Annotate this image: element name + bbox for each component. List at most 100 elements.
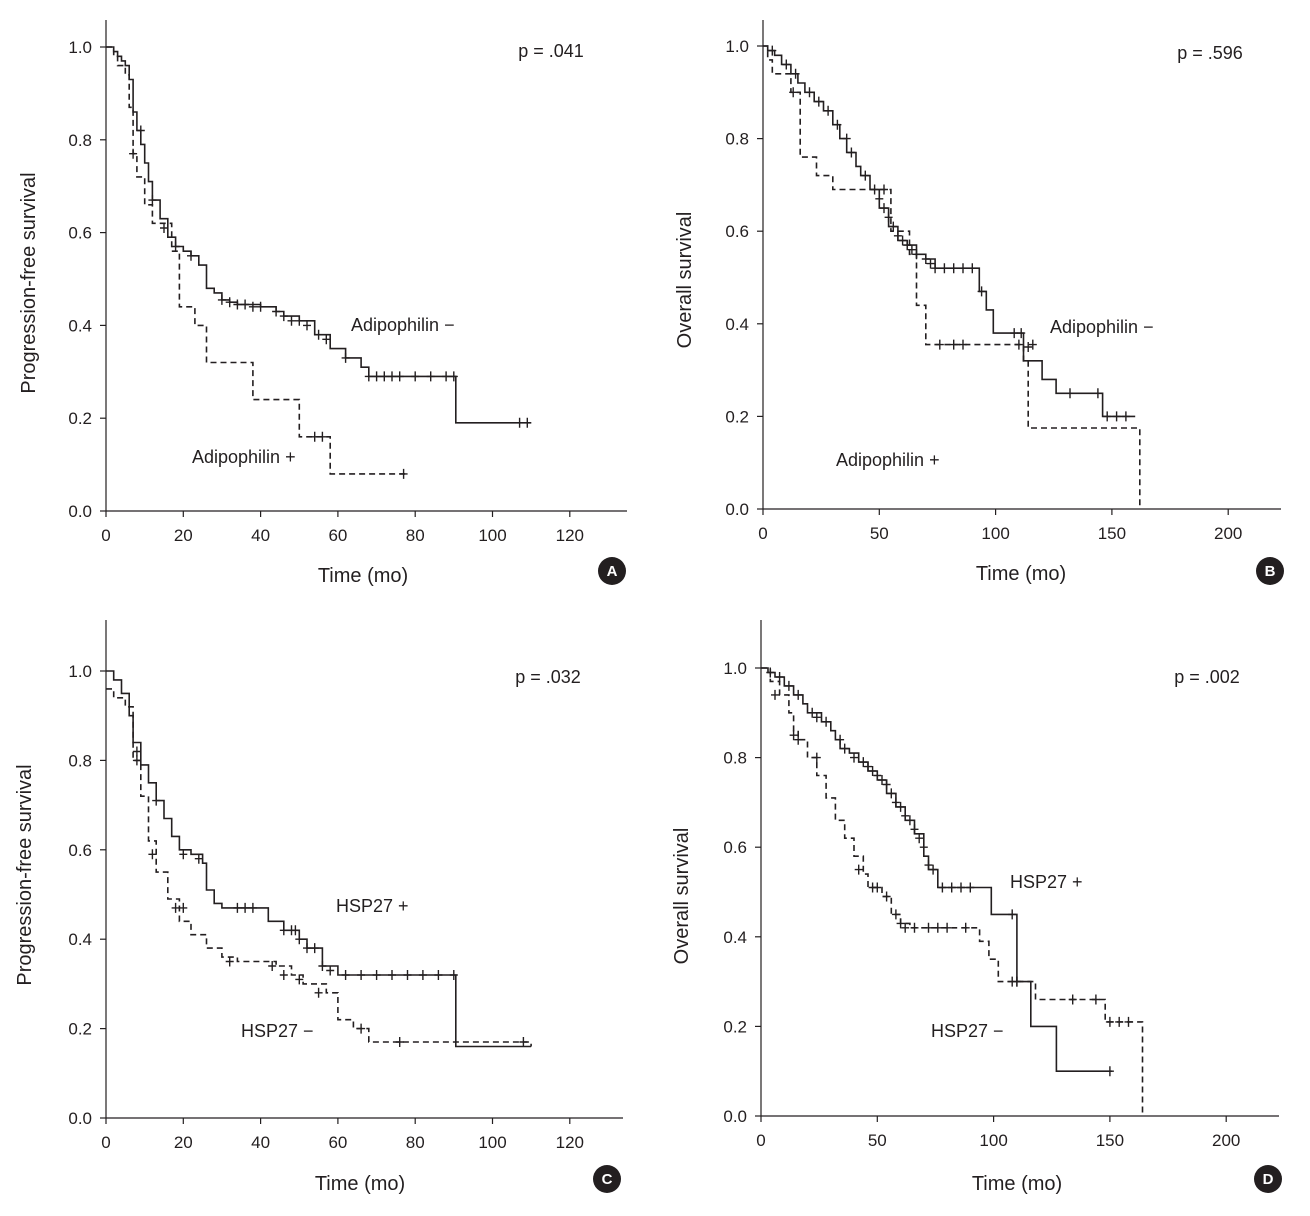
p-value-label: p = .002: [1174, 667, 1240, 687]
censor-mark: [318, 432, 326, 442]
censor-mark: [172, 242, 180, 252]
censor-mark: [948, 883, 956, 893]
y-tick-label: 0.2: [725, 407, 749, 426]
censor-mark: [790, 730, 798, 740]
censor-mark: [927, 259, 935, 269]
censor-mark: [295, 974, 303, 984]
censor-mark: [295, 316, 303, 326]
censor-mark: [1010, 328, 1018, 338]
censor-mark: [880, 203, 888, 213]
censor-mark: [943, 923, 951, 933]
series-label-negative: HSP27 −: [241, 1021, 314, 1041]
censor-mark: [179, 903, 187, 913]
x-tick-label: 200: [1212, 1131, 1240, 1150]
censor-mark: [897, 918, 905, 928]
y-tick-label: 0.2: [723, 1017, 747, 1036]
y-tick-label: 0.6: [723, 838, 747, 857]
censor-mark: [864, 762, 872, 772]
censor-mark: [813, 712, 821, 722]
censor-mark: [152, 796, 160, 806]
panel-letter: D: [1263, 1171, 1274, 1188]
censor-mark: [434, 970, 442, 980]
x-tick-label: 50: [868, 1131, 887, 1150]
censor-mark: [133, 755, 141, 765]
censor-mark: [962, 923, 970, 933]
censor-mark: [887, 788, 895, 798]
censor-mark: [855, 865, 863, 875]
y-axis-label: Overall survival: [671, 828, 693, 965]
censor-mark: [404, 970, 412, 980]
panel-letter-badge: B: [1256, 557, 1284, 585]
x-tick-label: 20: [174, 1133, 193, 1152]
x-tick-label: 100: [478, 1133, 506, 1152]
x-tick-label: 120: [556, 1133, 584, 1152]
x-axis-label: Time (mo): [315, 1173, 405, 1195]
censor-mark: [1008, 909, 1016, 919]
censor-mark: [1069, 995, 1077, 1005]
censor-mark: [824, 106, 832, 116]
y-tick-label: 0.0: [68, 1109, 92, 1128]
panel-b: Overall survival Time (mo) p = .596 Adip…: [674, 20, 1284, 585]
y-tick-label: 0.4: [68, 930, 92, 949]
censor-mark: [241, 300, 249, 310]
censor-mark: [785, 681, 793, 691]
censor-mark: [920, 842, 928, 852]
censor-mark: [187, 251, 195, 261]
y-tick-label: 1.0: [725, 37, 749, 56]
censor-mark: [218, 295, 226, 305]
censor-mark: [771, 690, 779, 700]
y-tick-label: 1.0: [68, 662, 92, 681]
censor-mark: [899, 236, 907, 246]
p-value-label: p = .596: [1177, 43, 1243, 63]
x-tick-label: 150: [1098, 524, 1126, 543]
censor-mark: [365, 371, 373, 381]
censor-mark: [396, 1037, 404, 1047]
censor-mark: [137, 126, 145, 136]
censor-mark: [794, 690, 802, 700]
censor-mark: [179, 849, 187, 859]
censor-mark: [966, 883, 974, 893]
censor-mark: [249, 903, 257, 913]
y-axis-label: Overall survival: [674, 212, 696, 349]
y-tick-label: 0.0: [723, 1107, 747, 1126]
panel-c: Progression-free survival Time (mo) p = …: [14, 620, 623, 1195]
censor-mark: [859, 757, 867, 767]
x-tick-label: 150: [1096, 1131, 1124, 1150]
y-tick-label: 0.8: [723, 749, 747, 768]
censor-mark: [959, 263, 967, 273]
censor-mark: [148, 195, 156, 205]
x-tick-label: 60: [328, 1133, 347, 1152]
censor-mark: [813, 753, 821, 763]
censor-mark: [901, 811, 909, 821]
y-tick-label: 1.0: [723, 659, 747, 678]
censor-mark: [929, 865, 937, 875]
censor-mark: [357, 1024, 365, 1034]
x-tick-label: 100: [979, 1131, 1007, 1150]
censor-mark: [922, 254, 930, 264]
censor-mark: [892, 909, 900, 919]
censor-mark: [878, 775, 886, 785]
censor-mark: [1103, 411, 1111, 421]
censor-mark: [915, 833, 923, 843]
censor-mark: [957, 883, 965, 893]
censor-mark: [342, 353, 350, 363]
censor-mark: [388, 970, 396, 980]
censor-mark: [925, 860, 933, 870]
censor-mark: [1015, 340, 1023, 350]
censor-mark: [815, 97, 823, 107]
x-axis-label: Time (mo): [972, 1173, 1062, 1195]
censor-mark: [373, 371, 381, 381]
x-tick-label: 80: [406, 1133, 425, 1152]
censor-mark: [897, 802, 905, 812]
censor-mark: [288, 316, 296, 326]
censor-mark: [906, 815, 914, 825]
y-axis-label: Progression-free survival: [18, 172, 40, 393]
x-tick-label: 0: [101, 526, 110, 545]
censor-mark: [442, 371, 450, 381]
censor-mark: [968, 263, 976, 273]
x-tick-label: 50: [870, 524, 889, 543]
p-value-label: p = .032: [515, 667, 581, 687]
censor-mark: [318, 961, 326, 971]
y-tick-label: 0.6: [68, 841, 92, 860]
censor-mark: [400, 469, 408, 479]
